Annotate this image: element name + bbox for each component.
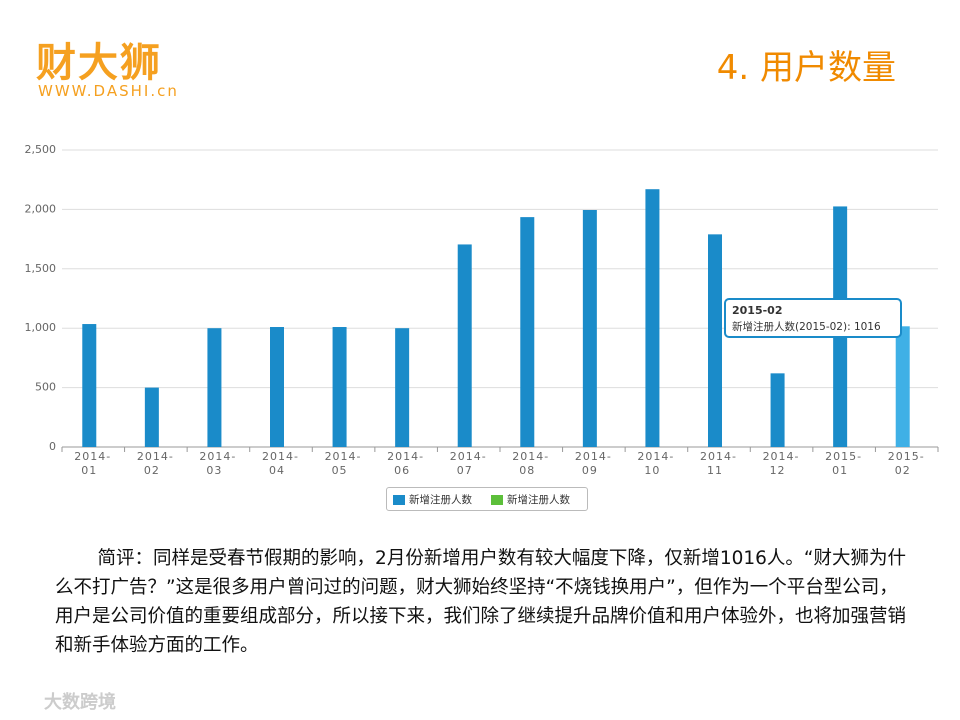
comment: 简评：同样是受春节假期的影响，2月份新增用户数有较大幅度下降，仅新增1016人。… [55,548,907,656]
logo-url: WWW.DASHI.cn [38,82,179,100]
logo-name: 财大狮 [36,40,162,86]
x-tick-label: 2014-12 [762,450,800,477]
bar [270,327,284,447]
bar [395,328,410,447]
legend-swatch [491,495,503,505]
y-tick-label: 0 [49,440,56,453]
bar [645,189,660,448]
tooltip-title: 2015-02 [732,304,783,317]
y-tick-label: 2,500 [25,143,57,156]
legend: 新增注册人数 新增注册人数 [386,487,588,511]
chart: 0 500 1,000 1,500 2,000 2,500 [25,143,939,453]
heading: 4. 用户数量 [716,48,896,88]
legend-label: 新增注册人数 [507,494,570,506]
bar [332,327,347,447]
legend-item: 新增注册人数 [491,492,570,507]
x-tick-label: 2015-02 [887,450,925,477]
x-tick-label: 2014-09 [574,450,612,477]
x-tick-label: 2014-05 [324,450,362,477]
watermark: 大数跨境 [44,692,116,713]
bar [457,244,472,447]
x-tick-label: 2014-06 [387,450,425,477]
bar [520,217,535,447]
x-tick-label: 2014-04 [262,450,299,477]
bar [708,234,722,447]
x-tick-label: 2014-08 [512,450,550,477]
bar [582,209,597,447]
x-tick-label: 2015-01 [825,450,863,477]
legend-swatch [393,495,405,505]
x-tick-label: 2014-03 [199,450,237,477]
bar [82,324,97,447]
x-tick-label: 2014-02 [136,450,174,477]
y-tick-label: 500 [35,381,56,394]
bar [770,373,785,447]
y-tick-label: 1,000 [25,321,57,334]
y-tick-label: 1,500 [25,262,57,275]
x-tick-label: 2014-07 [449,450,487,477]
bar [144,387,159,447]
x-tick-label: 2014-01 [74,450,112,477]
tooltip: 2015-02 新增注册人数(2015-02): 1016 [724,298,902,338]
tooltip-text: 新增注册人数(2015-02): 1016 [732,321,881,333]
x-tick-label: 2014-11 [700,450,737,477]
legend-label: 新增注册人数 [409,494,472,506]
bar [207,328,222,447]
y-tick-label: 2,000 [25,202,57,215]
legend-item: 新增注册人数 [393,492,472,507]
x-tick-label: 2014-10 [637,450,675,477]
bar [895,326,910,447]
